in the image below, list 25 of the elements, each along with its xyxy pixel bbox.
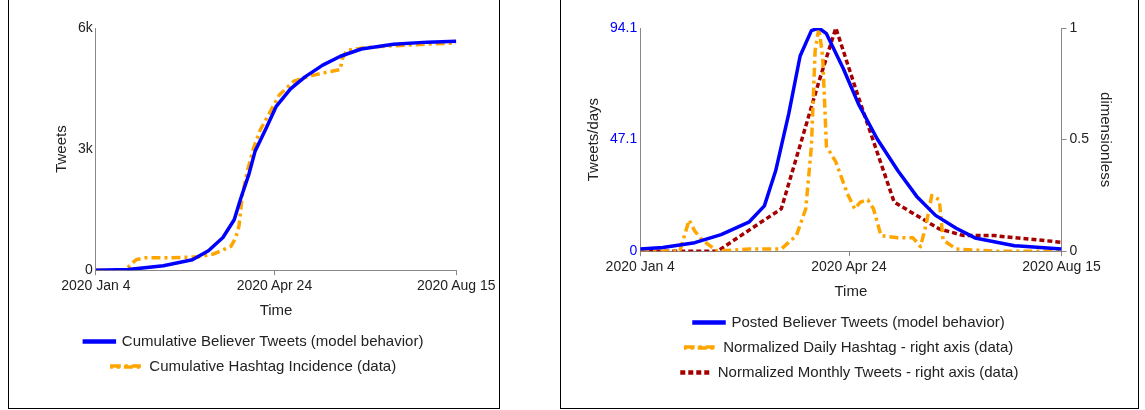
- x-axis-title: Time: [259, 301, 293, 319]
- y-tick-label: 94.1: [610, 18, 638, 35]
- legend-label: Normalized Monthly Tweets - right axis (data): [717, 362, 1019, 380]
- y-axis-title: Tweets/days: [584, 97, 602, 182]
- x-tick-label: 2020 Aug 15: [416, 277, 496, 294]
- y2-axis-title: dimensionless: [1097, 92, 1115, 188]
- legend-label: Normalized Daily Hashtag - right axis (data): [723, 337, 1014, 355]
- x-tick-label: 2020 Apr 24: [236, 277, 313, 294]
- x-tick-label: 2020 Aug 15: [1022, 258, 1102, 275]
- x-axis-title: Time: [834, 282, 868, 300]
- x-tick-label: 2020 Apr 24: [811, 258, 887, 275]
- y-tick-label: 0: [629, 242, 638, 259]
- y-tick-label: 0: [84, 261, 93, 278]
- y-tick-label: 47.1: [610, 130, 638, 147]
- legend-label: Cumulative Hashtag Incidence (data): [149, 356, 397, 374]
- y-tick-label: 3k: [77, 139, 94, 156]
- legend-label: Cumulative Believer Tweets (model behavior): [121, 331, 424, 349]
- x-tick-label: 2020 Jan 4: [61, 277, 131, 294]
- x-tick-label: 2020 Jan 4: [605, 258, 676, 275]
- y2-tick-label: 1: [1069, 18, 1078, 35]
- legend-label: Posted Believer Tweets (model behavior): [731, 312, 1005, 330]
- y2-tick-label: 0.5: [1069, 130, 1090, 147]
- y-tick-label: 6k: [77, 18, 94, 35]
- y2-tick-label: 0: [1069, 242, 1078, 259]
- y-axis-title: Tweets: [52, 125, 70, 173]
